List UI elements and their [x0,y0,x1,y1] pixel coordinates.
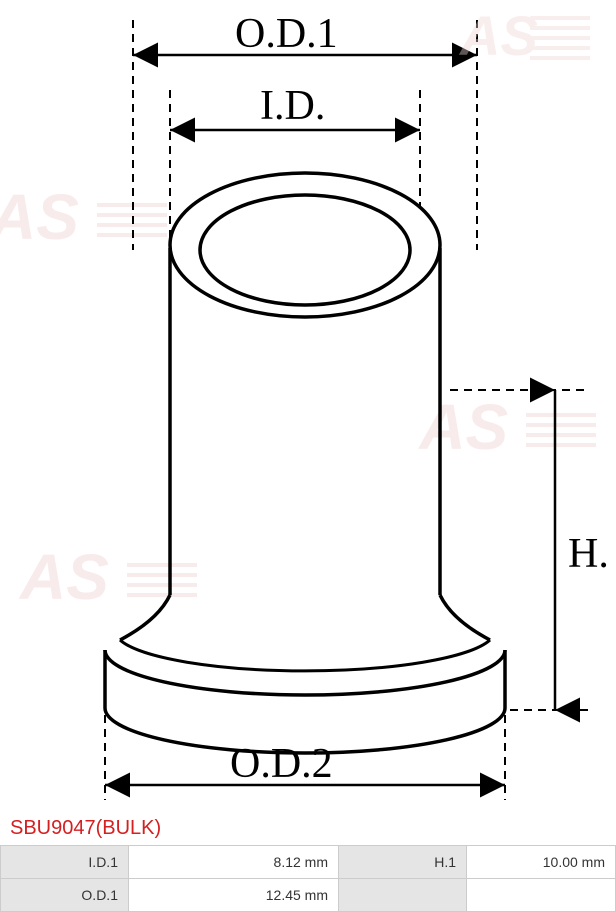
spec-label: I.D.1 [1,846,129,879]
technical-diagram: AS AS AS [0,0,616,812]
spec-value: 8.12 mm [129,846,339,879]
label-id: I.D. [260,82,325,130]
svg-text:AS: AS [458,4,538,67]
spec-label: H.1 [339,846,467,879]
product-code: SBU9047(BULK) [0,812,616,845]
label-od1: O.D.1 [235,10,338,58]
label-h: H. [568,530,609,578]
label-od2: O.D.2 [230,740,333,788]
spec-table: I.D.1 8.12 mm H.1 10.00 mm O.D.1 12.45 m… [0,845,616,912]
spec-value: 10.00 mm [467,846,616,879]
table-row: I.D.1 8.12 mm H.1 10.00 mm [1,846,616,879]
